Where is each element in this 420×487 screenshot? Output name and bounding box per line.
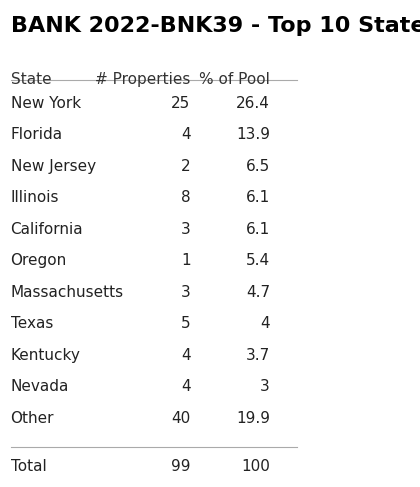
Text: Texas: Texas <box>10 316 53 331</box>
Text: Oregon: Oregon <box>10 253 67 268</box>
Text: 3: 3 <box>181 222 191 237</box>
Text: New York: New York <box>10 96 81 111</box>
Text: Nevada: Nevada <box>10 379 69 394</box>
Text: 99: 99 <box>171 459 191 474</box>
Text: State: State <box>10 72 51 87</box>
Text: 19.9: 19.9 <box>236 411 270 426</box>
Text: # Properties: # Properties <box>95 72 191 87</box>
Text: Illinois: Illinois <box>10 190 59 205</box>
Text: 3: 3 <box>181 285 191 300</box>
Text: 26.4: 26.4 <box>236 96 270 111</box>
Text: 25: 25 <box>171 96 191 111</box>
Text: 5: 5 <box>181 316 191 331</box>
Text: New Jersey: New Jersey <box>10 159 96 174</box>
Text: Florida: Florida <box>10 127 63 142</box>
Text: 4: 4 <box>181 379 191 394</box>
Text: 6.1: 6.1 <box>246 222 270 237</box>
Text: 13.9: 13.9 <box>236 127 270 142</box>
Text: 4: 4 <box>260 316 270 331</box>
Text: Kentucky: Kentucky <box>10 348 80 363</box>
Text: BANK 2022-BNK39 - Top 10 States: BANK 2022-BNK39 - Top 10 States <box>10 16 420 36</box>
Text: 4: 4 <box>181 127 191 142</box>
Text: 5.4: 5.4 <box>246 253 270 268</box>
Text: 100: 100 <box>241 459 270 474</box>
Text: Total: Total <box>10 459 46 474</box>
Text: 3: 3 <box>260 379 270 394</box>
Text: California: California <box>10 222 83 237</box>
Text: Massachusetts: Massachusetts <box>10 285 123 300</box>
Text: 1: 1 <box>181 253 191 268</box>
Text: 3.7: 3.7 <box>246 348 270 363</box>
Text: 6.5: 6.5 <box>246 159 270 174</box>
Text: 6.1: 6.1 <box>246 190 270 205</box>
Text: 4.7: 4.7 <box>246 285 270 300</box>
Text: % of Pool: % of Pool <box>199 72 270 87</box>
Text: 8: 8 <box>181 190 191 205</box>
Text: Other: Other <box>10 411 54 426</box>
Text: 4: 4 <box>181 348 191 363</box>
Text: 40: 40 <box>171 411 191 426</box>
Text: 2: 2 <box>181 159 191 174</box>
